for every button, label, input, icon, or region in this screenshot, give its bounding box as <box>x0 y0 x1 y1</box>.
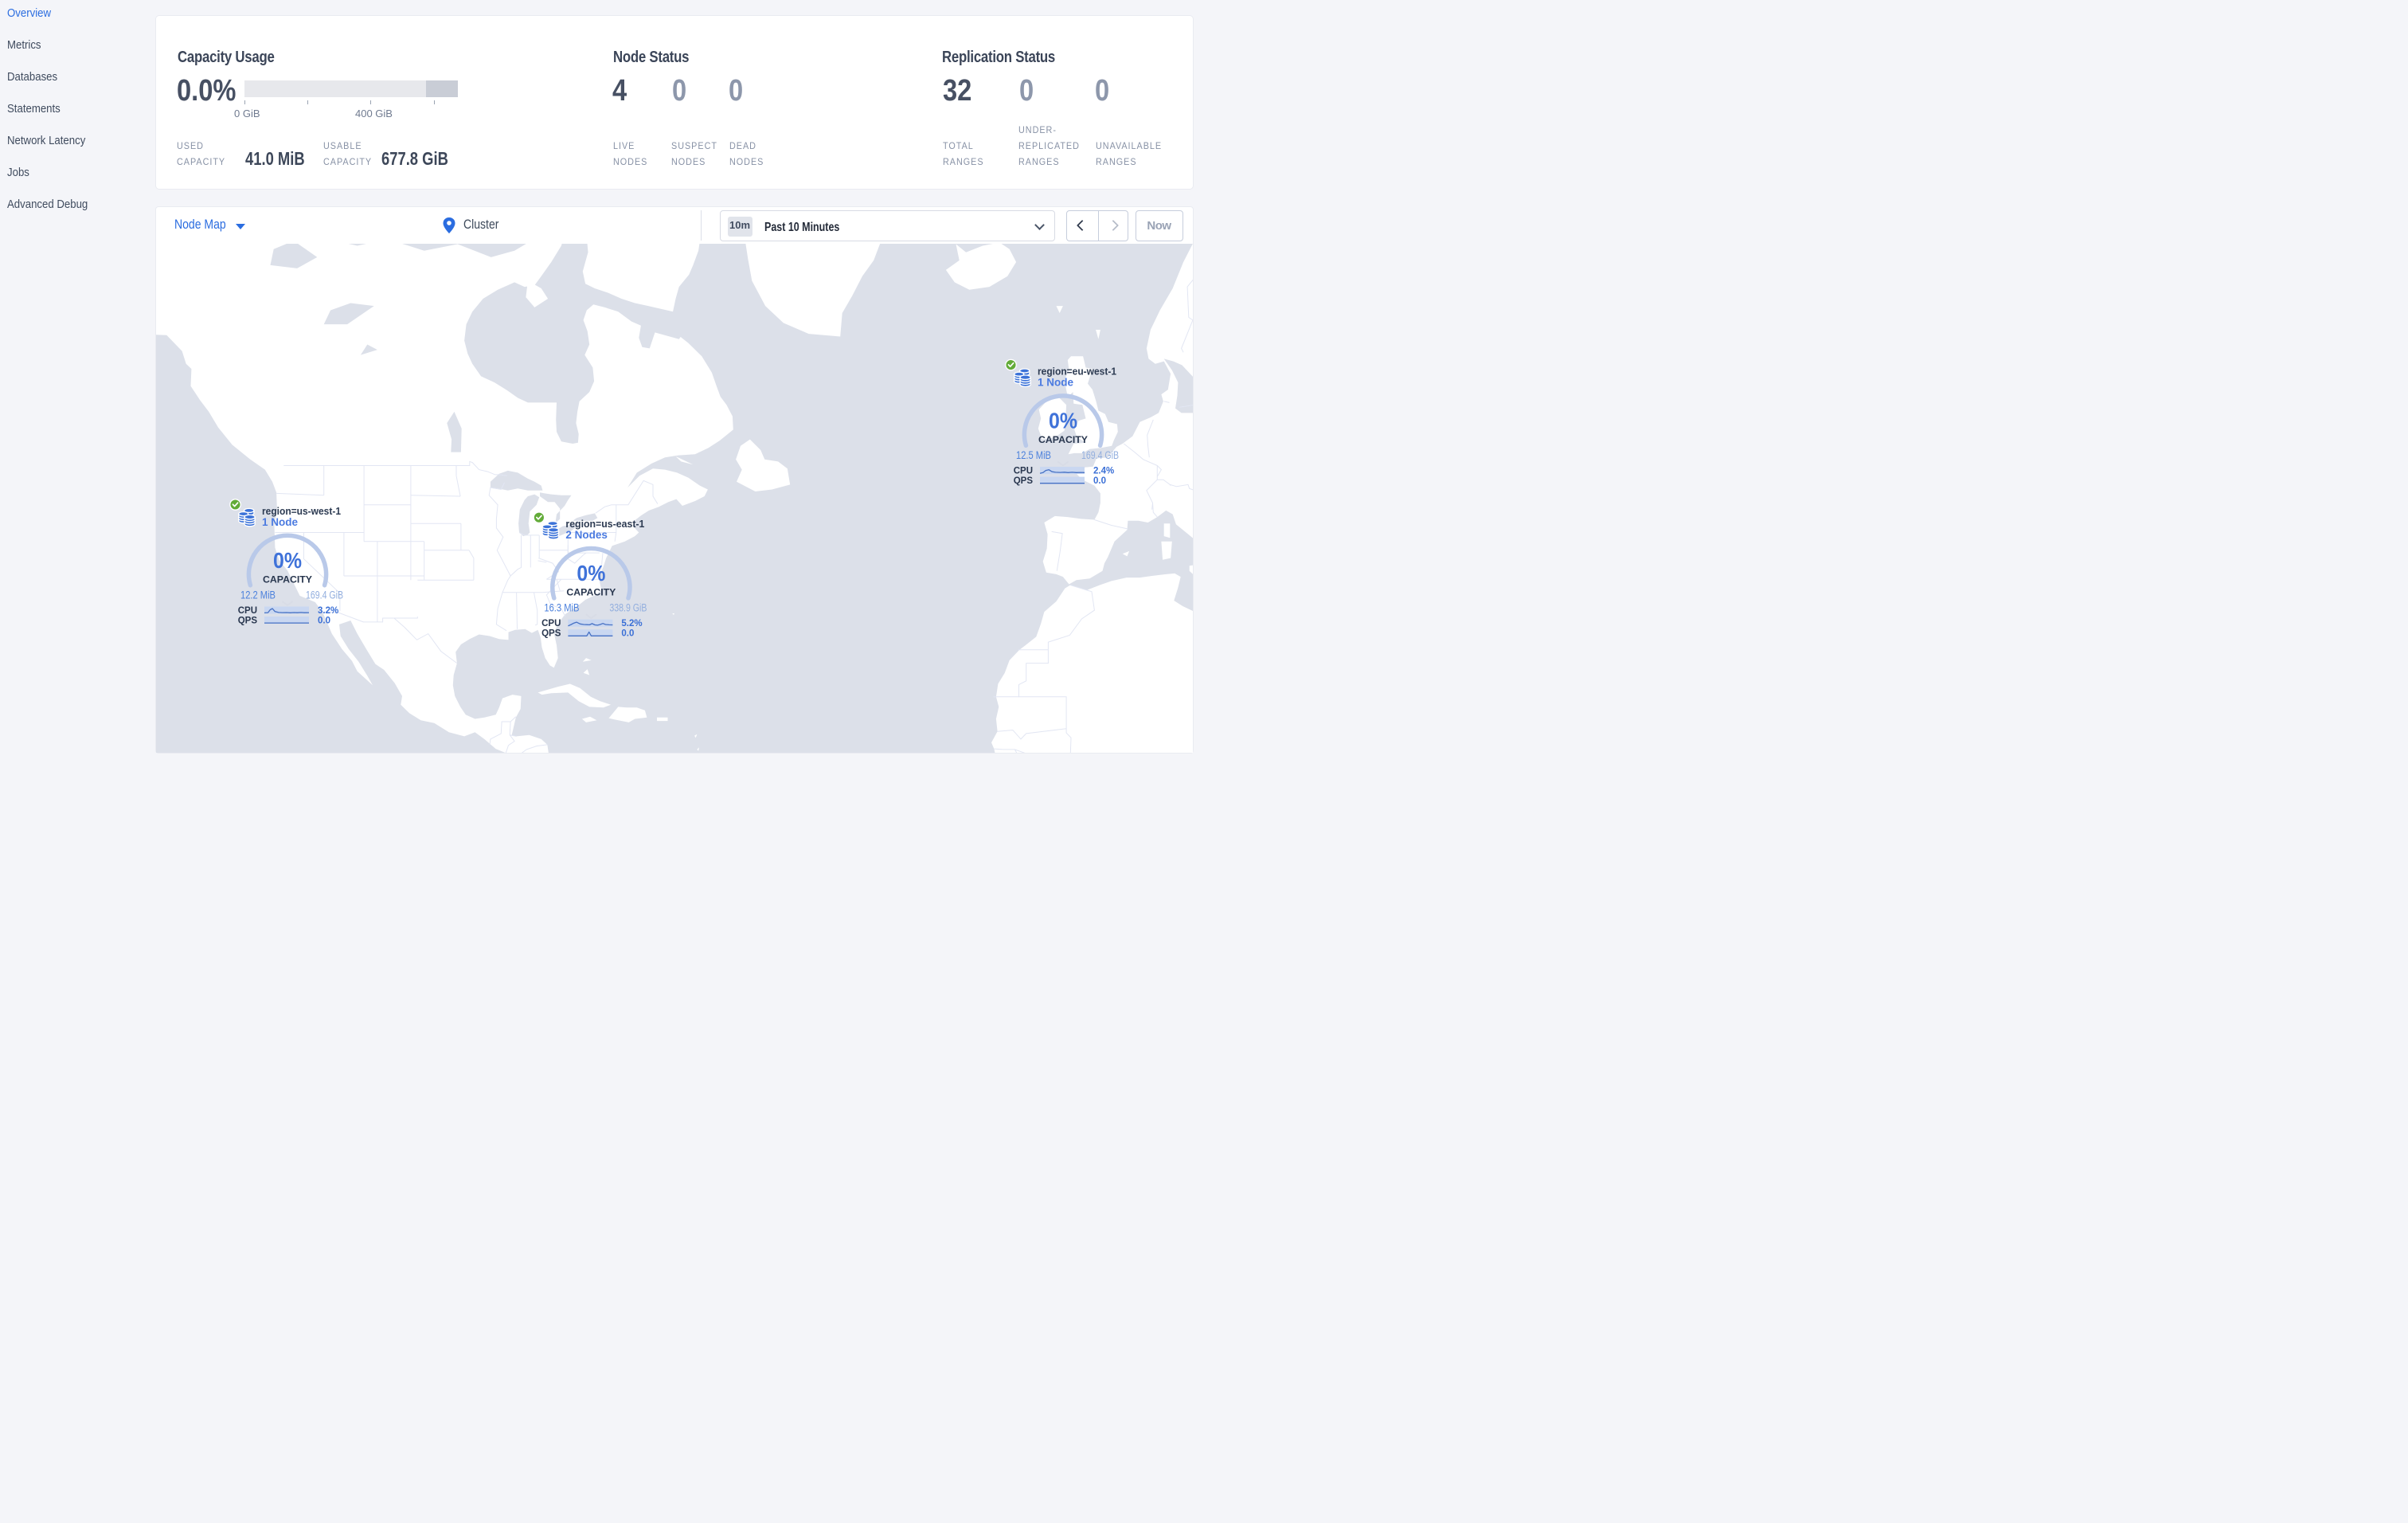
svg-text:0%: 0% <box>577 561 605 585</box>
svg-text:CAPACITY: CAPACITY <box>1038 434 1088 445</box>
svg-text:12.5 MiB: 12.5 MiB <box>1016 449 1051 461</box>
svg-text:0.0: 0.0 <box>1093 476 1106 486</box>
svg-text:338.9 GiB: 338.9 GiB <box>609 602 647 614</box>
svg-text:2.4%: 2.4% <box>1093 467 1114 476</box>
svg-text:169.4 GiB: 169.4 GiB <box>306 589 343 601</box>
svg-text:region=us-west-1: region=us-west-1 <box>262 505 341 517</box>
svg-text:3.2%: 3.2% <box>318 606 338 616</box>
svg-text:CAPACITY: CAPACITY <box>263 574 312 585</box>
svg-text:region=us-east-1: region=us-east-1 <box>565 518 644 530</box>
svg-text:QPS: QPS <box>541 629 561 639</box>
svg-text:169.4 GiB: 169.4 GiB <box>1081 449 1119 461</box>
svg-text:2 Nodes: 2 Nodes <box>565 529 608 541</box>
svg-text:QPS: QPS <box>238 616 258 625</box>
svg-text:QPS: QPS <box>1014 476 1034 486</box>
svg-text:12.2 MiB: 12.2 MiB <box>240 589 276 601</box>
svg-text:0%: 0% <box>273 548 302 573</box>
svg-text:5.2%: 5.2% <box>621 619 642 628</box>
svg-text:CAPACITY: CAPACITY <box>566 587 616 598</box>
svg-text:1 Node: 1 Node <box>1038 377 1074 389</box>
svg-text:0.0: 0.0 <box>621 629 634 639</box>
svg-text:CPU: CPU <box>238 606 257 616</box>
svg-text:0%: 0% <box>1049 409 1077 433</box>
svg-text:CPU: CPU <box>541 619 561 628</box>
svg-text:region=eu-west-1: region=eu-west-1 <box>1038 366 1116 378</box>
svg-text:1 Node: 1 Node <box>262 516 299 528</box>
svg-text:CPU: CPU <box>1014 467 1033 476</box>
svg-text:0.0: 0.0 <box>318 616 330 625</box>
svg-text:16.3 MiB: 16.3 MiB <box>544 602 579 614</box>
